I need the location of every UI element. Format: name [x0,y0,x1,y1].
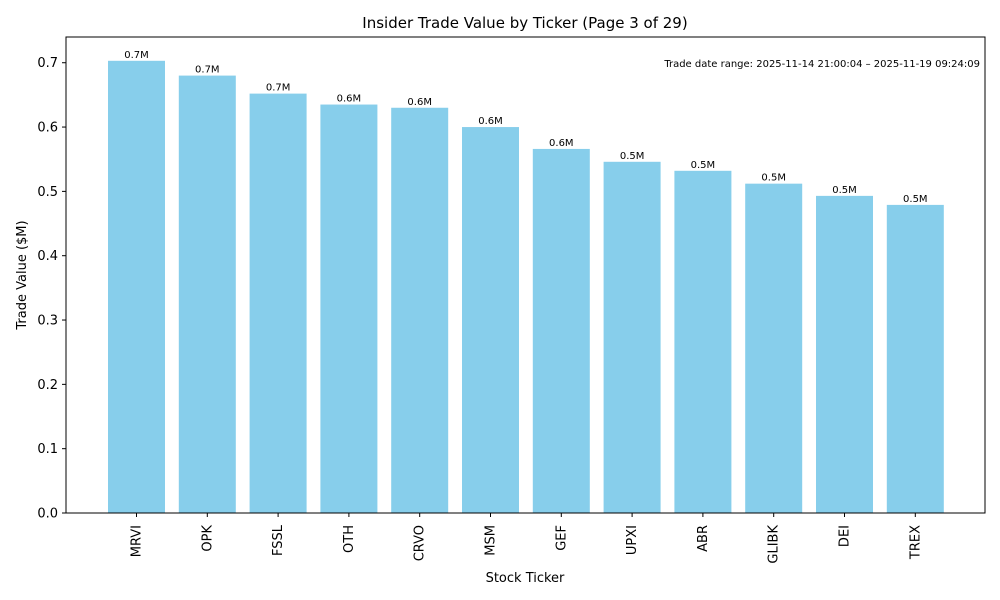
bar-value-label: 0.6M [337,94,362,105]
x-tick-label: DEI [838,525,853,547]
bar-value-label: 0.7M [195,65,220,76]
y-axis-label: Trade Value ($M) [15,220,30,330]
y-tick-label: 0.7 [37,56,58,71]
bar-msm [462,127,519,514]
bar-oth [320,104,378,514]
bar-opk [178,75,236,513]
x-tick-label: ABR [696,525,711,552]
x-tick-label: MSM [484,525,499,556]
x-tick-label: CRVO [413,525,428,561]
bar-value-label: 0.6M [407,97,432,108]
y-tick-label: 0.1 [37,442,58,457]
x-axis: MRVI OPK FSSL OTH CRVO MSM GEF UPXI ABR GLIBK DEI T… [130,513,923,564]
y-axis: 0.0 0.1 0.2 0.3 0.4 0.5 0.6 0.7 [37,56,66,522]
y-tick-label: 0.5 [37,185,58,200]
bar-value-label: 0.5M [620,151,645,162]
bar-value-label: 0.7M [266,83,291,94]
plot-frame [65,36,986,514]
y-tick-label: 0.2 [37,378,58,393]
bar-crvo [391,107,449,513]
bar-value-label: 0.7M [124,50,149,61]
bar-mrvi [108,60,165,514]
x-tick-label: OPK [200,525,215,552]
bar-value-label: 0.5M [691,160,716,171]
bar-trex [886,204,944,514]
bar-fssl [249,93,307,513]
x-tick-label: TREX [908,525,923,560]
y-tick-label: 0.0 [37,507,58,522]
x-tick-label: GEF [554,525,569,551]
x-tick-label: OTH [342,525,357,553]
bar-value-labels: 0.7M 0.7M 0.7M 0.6M 0.6M 0.6M 0.6M 0.5M 0.5M 0.5M… [124,50,927,205]
y-tick-label: 0.6 [37,121,58,136]
bar-dei [816,195,873,513]
y-tick-label: 0.4 [37,249,58,264]
x-tick-label: MRVI [130,525,145,557]
bar-value-label: 0.5M [903,194,928,205]
x-axis-label: Stock Ticker [486,571,565,586]
bar-abr [674,170,732,513]
y-tick-label: 0.3 [37,314,58,329]
bar-value-label: 0.6M [478,116,503,127]
date-range-annotation: Trade date range: 2025-11-14 21:00:04 – … [663,59,980,70]
bar-gef [532,148,590,514]
bars-group [108,60,944,514]
x-tick-label: UPXI [625,525,640,555]
bar-value-label: 0.5M [832,185,857,196]
chart-title: Insider Trade Value by Ticker (Page 3 of… [362,14,687,32]
x-tick-label: GLIBK [767,525,782,564]
bar-value-label: 0.6M [549,138,574,149]
bar-glibk [745,183,803,513]
bar-value-label: 0.5M [761,173,786,184]
x-tick-label: FSSL [271,524,286,556]
bar-upxi [603,161,661,513]
